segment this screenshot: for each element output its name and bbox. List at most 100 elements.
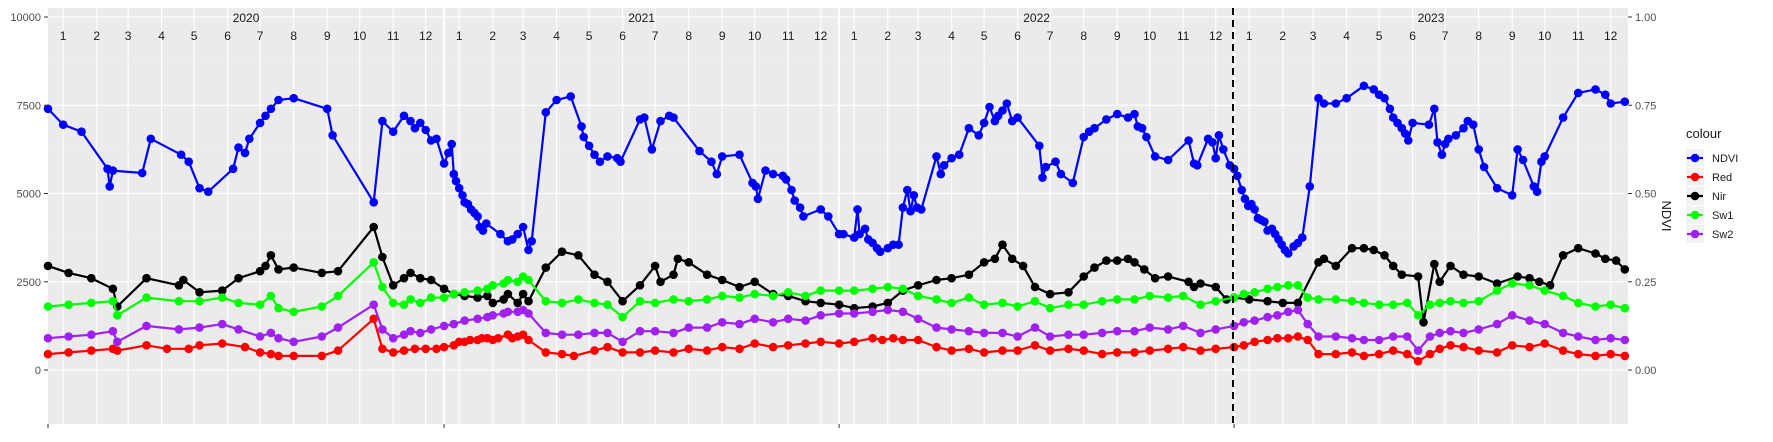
data-point-nir xyxy=(1573,243,1583,253)
data-point-sw1 xyxy=(1374,300,1384,310)
data-point-ndvi xyxy=(1601,90,1610,99)
month-label: 4 xyxy=(158,29,165,43)
month-label: 10 xyxy=(1143,29,1157,43)
data-point-sw2 xyxy=(1347,333,1357,343)
data-point-sw2 xyxy=(947,325,956,334)
data-point-nir xyxy=(1079,272,1088,281)
legend-key-point xyxy=(1690,210,1700,220)
data-point-sw2 xyxy=(783,314,793,324)
data-point-ndvi xyxy=(1035,141,1044,151)
data-point-sw2 xyxy=(87,330,96,340)
data-point-nir xyxy=(590,270,599,280)
data-point-red xyxy=(266,349,276,359)
month-label: 1 xyxy=(1246,29,1253,43)
data-point-nir xyxy=(1525,273,1534,283)
data-point-ndvi xyxy=(1424,120,1434,129)
data-point-ndvi xyxy=(712,169,722,179)
data-point-red xyxy=(1211,344,1220,354)
data-point-sw2 xyxy=(849,309,859,318)
data-point-ndvi xyxy=(855,229,864,239)
data-point-red xyxy=(439,342,449,352)
data-point-ndvi xyxy=(1380,93,1389,103)
data-point-nir xyxy=(1018,261,1028,271)
data-point-sw1 xyxy=(439,293,449,302)
data-point-ndvi xyxy=(751,182,761,191)
data-point-nir xyxy=(883,298,893,308)
data-point-ndvi xyxy=(444,148,453,158)
data-point-nir xyxy=(702,270,712,280)
legend-key-point xyxy=(1690,229,1700,239)
data-point-ndvi xyxy=(979,118,989,128)
data-point-nir xyxy=(998,240,1007,249)
data-point-sw2 xyxy=(1374,335,1384,345)
data-point-nir xyxy=(816,298,825,308)
data-point-red xyxy=(1178,342,1188,352)
data-point-red xyxy=(979,348,989,357)
data-point-sw2 xyxy=(439,321,449,331)
data-point-ndvi xyxy=(1283,249,1293,258)
data-point-ndvi xyxy=(669,113,678,122)
data-point-sw1 xyxy=(557,298,567,308)
data-point-ndvi xyxy=(105,182,114,191)
data-point-ndvi xyxy=(577,122,586,131)
data-point-red xyxy=(1064,344,1073,354)
data-point-ndvi xyxy=(58,120,68,129)
data-point-sw2 xyxy=(1388,332,1398,341)
data-point-sw1 xyxy=(932,295,941,304)
data-point-ndvi xyxy=(43,104,53,114)
data-point-nir xyxy=(1397,270,1407,280)
data-point-red xyxy=(1229,342,1239,352)
data-point-sw2 xyxy=(1573,332,1583,341)
data-point-sw2 xyxy=(1303,319,1312,329)
data-point-nir xyxy=(1331,261,1341,271)
data-point-sw2 xyxy=(768,318,778,327)
data-point-sw1 xyxy=(574,295,583,304)
month-label: 9 xyxy=(719,29,726,43)
data-point-ndvi xyxy=(1260,217,1269,226)
data-point-sw1 xyxy=(913,291,923,301)
data-point-ndvi xyxy=(616,157,625,166)
data-point-sw1 xyxy=(717,291,727,301)
data-point-nir xyxy=(1369,245,1378,255)
data-point-nir xyxy=(488,298,498,308)
data-point-red xyxy=(493,333,503,343)
data-point-sw1 xyxy=(1331,295,1341,304)
data-point-red xyxy=(888,333,898,343)
data-point-ndvi xyxy=(439,159,449,168)
data-point-red xyxy=(1558,346,1568,355)
data-point-sw2 xyxy=(1425,332,1435,341)
data-point-nir xyxy=(1446,261,1455,271)
data-point-nir xyxy=(369,222,379,232)
data-point-nir xyxy=(1535,277,1544,287)
data-point-red xyxy=(669,348,678,357)
month-label: 12 xyxy=(419,29,433,43)
legend-label-ndvi: NDVI xyxy=(1712,153,1738,165)
data-point-nir xyxy=(635,281,645,290)
data-point-nir xyxy=(947,273,956,283)
data-point-ndvi xyxy=(77,127,86,136)
data-point-red xyxy=(410,344,420,354)
data-point-red xyxy=(750,339,759,348)
y-right-tick-label: 0.25 xyxy=(1635,277,1656,289)
data-point-nir xyxy=(1163,272,1173,281)
data-point-ndvi xyxy=(228,164,238,174)
month-label: 12 xyxy=(1209,29,1223,43)
data-point-nir xyxy=(717,275,727,285)
data-point-sw1 xyxy=(87,298,96,308)
data-point-sw2 xyxy=(1558,328,1568,338)
data-point-sw2 xyxy=(834,309,844,318)
data-point-nir xyxy=(750,277,759,287)
month-label: 7 xyxy=(652,29,659,43)
data-point-ndvi xyxy=(108,166,118,175)
data-point-red xyxy=(388,348,398,357)
data-point-nir xyxy=(1112,256,1122,265)
y-right-tick-label: 0.50 xyxy=(1635,189,1656,201)
data-point-nir xyxy=(426,275,436,285)
data-point-sw2 xyxy=(1163,325,1173,334)
data-point-ndvi xyxy=(824,212,833,221)
data-point-sw1 xyxy=(113,311,122,320)
data-point-nir xyxy=(1189,282,1199,292)
data-point-red xyxy=(868,333,877,343)
data-point-ndvi xyxy=(1142,132,1151,142)
